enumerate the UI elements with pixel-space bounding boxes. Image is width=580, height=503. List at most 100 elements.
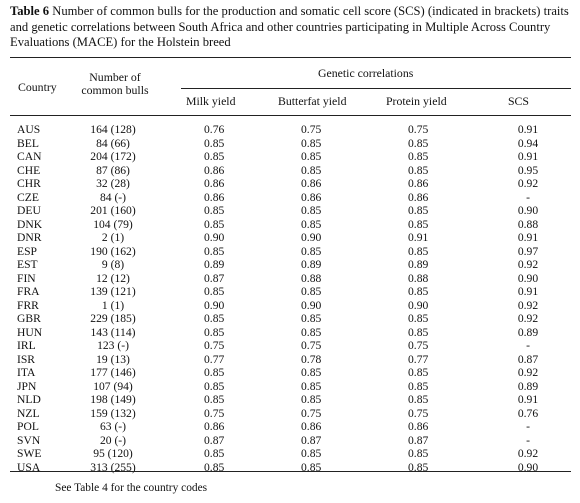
cell-butterfat-yield: 0.88 [301, 271, 322, 285]
table-caption-text: Number of common bulls for the productio… [10, 4, 569, 49]
table-bottom-rule [10, 471, 571, 472]
cell-protein-yield: 0.77 [408, 352, 429, 366]
cell-butterfat-yield: 0.75 [301, 123, 322, 136]
table-row: BEL 84 (66) 0.85 0.85 0.85 0.94 [0, 137, 580, 151]
cell-milk-yield: 0.85 [204, 366, 225, 379]
cell-country: HUN [17, 325, 43, 339]
cell-butterfat-yield: 0.85 [301, 285, 322, 298]
cell-country: FRR [17, 298, 39, 312]
cell-scs: 0.76 [517, 406, 539, 420]
cell-milk-yield: 0.85 [204, 325, 225, 339]
cell-milk-yield: 0.86 [204, 190, 225, 204]
table-row: AUS 164 (128) 0.76 0.75 0.75 0.91 [0, 123, 580, 137]
cell-milk-yield: 0.85 [204, 244, 225, 258]
table-row: CHR 32 (28) 0.86 0.86 0.86 0.92 [0, 177, 580, 191]
table-row: ESP 190 (162) 0.85 0.85 0.85 0.97 [0, 245, 580, 259]
cell-scs: 0.90 [517, 204, 539, 217]
cell-protein-yield: 0.90 [408, 298, 429, 312]
cell-common-bulls: 95 (120) [93, 447, 133, 460]
table-row: DNR 2 (1) 0.90 0.90 0.91 0.91 [0, 231, 580, 245]
cell-common-bulls: 159 (132) [90, 406, 136, 420]
cell-scs: - [526, 190, 530, 204]
cell-common-bulls: 164 (128) [90, 123, 136, 136]
cell-country: DNK [17, 217, 43, 231]
cell-scs: - [526, 339, 530, 352]
cell-scs: 0.94 [517, 136, 539, 150]
cell-country: FIN [17, 271, 36, 285]
cell-common-bulls: 19 (13) [96, 352, 130, 366]
cell-protein-yield: 0.75 [408, 123, 429, 136]
cell-protein-yield: 0.91 [408, 231, 429, 244]
cell-country: DNR [17, 231, 42, 244]
cell-country: CAN [17, 150, 42, 163]
cell-scs: 0.87 [517, 352, 539, 366]
table-row: FRR 1 (1) 0.90 0.90 0.90 0.92 [0, 299, 580, 313]
table-row: SVN 20 (-) 0.87 0.87 0.87 - [0, 434, 580, 448]
table-row: CZE 84 (-) 0.86 0.86 0.86 - [0, 191, 580, 205]
cell-country: AUS [17, 123, 41, 136]
cell-country: NLD [17, 393, 41, 406]
header-country: Country [18, 80, 57, 94]
cell-protein-yield: 0.86 [408, 190, 429, 204]
cell-country: DEU [17, 204, 41, 217]
table-footnote: See Table 4 for the country codes [55, 482, 208, 494]
cell-protein-yield: 0.85 [408, 447, 429, 460]
table-row: USA 313 (255) 0.85 0.85 0.85 0.90 [0, 461, 580, 475]
cell-common-bulls: 63 (-) [99, 420, 127, 433]
cell-scs: 0.91 [517, 393, 539, 406]
cell-protein-yield: 0.85 [408, 325, 429, 339]
cell-butterfat-yield: 0.85 [301, 460, 322, 474]
cell-common-bulls: 84 (-) [99, 190, 127, 204]
table-row: JPN 107 (94) 0.85 0.85 0.85 0.89 [0, 380, 580, 394]
cell-country: GBR [17, 312, 41, 325]
cell-scs: 0.95 [517, 163, 539, 177]
cell-common-bulls: 123 (-) [97, 339, 129, 352]
cell-common-bulls: 204 (172) [90, 150, 136, 163]
table-row: SWE 95 (120) 0.85 0.85 0.85 0.92 [0, 447, 580, 461]
cell-common-bulls: 9 (8) [101, 258, 125, 271]
cell-common-bulls: 107 (94) [93, 379, 133, 393]
cell-butterfat-yield: 0.85 [301, 204, 322, 217]
header-milk-yield: Milk yield [186, 94, 236, 108]
cell-butterfat-yield: 0.85 [301, 244, 322, 258]
cell-protein-yield: 0.85 [408, 163, 429, 177]
cell-scs: 0.89 [517, 325, 539, 339]
cell-scs: 0.88 [517, 217, 539, 231]
table-row: HUN 143 (114) 0.85 0.85 0.85 0.89 [0, 326, 580, 340]
cell-scs: 0.89 [517, 379, 539, 393]
header-scs: SCS [508, 94, 529, 108]
cell-milk-yield: 0.86 [204, 163, 225, 177]
cell-butterfat-yield: 0.85 [301, 379, 322, 393]
cell-scs: 0.92 [517, 312, 539, 325]
cell-scs: 0.92 [517, 298, 539, 312]
cell-country: USA [17, 460, 41, 474]
cell-butterfat-yield: 0.85 [301, 325, 322, 339]
cell-common-bulls: 12 (12) [96, 271, 130, 285]
cell-milk-yield: 0.85 [204, 312, 225, 325]
table-row: FIN 12 (12) 0.87 0.88 0.88 0.90 [0, 272, 580, 286]
cell-protein-yield: 0.85 [408, 217, 429, 231]
cell-butterfat-yield: 0.87 [301, 433, 322, 447]
cell-protein-yield: 0.87 [408, 433, 429, 447]
cell-protein-yield: 0.85 [408, 285, 429, 298]
table-caption: Table 6 Number of common bulls for the p… [10, 4, 574, 51]
genetic-correlations-rule [181, 88, 571, 89]
cell-country: FRA [17, 285, 40, 298]
cell-protein-yield: 0.88 [408, 271, 429, 285]
cell-milk-yield: 0.85 [204, 217, 225, 231]
cell-protein-yield: 0.85 [408, 379, 429, 393]
cell-milk-yield: 0.85 [204, 393, 225, 406]
table-caption-label: Table 6 [10, 4, 50, 18]
cell-milk-yield: 0.86 [204, 420, 225, 433]
cell-scs: 0.92 [517, 177, 539, 190]
cell-scs: 0.91 [517, 123, 539, 136]
cell-country: SWE [17, 447, 42, 460]
cell-country: IRL [17, 339, 36, 352]
cell-country: CZE [17, 190, 39, 204]
cell-common-bulls: 201 (160) [90, 204, 136, 217]
cell-milk-yield: 0.77 [204, 352, 225, 366]
cell-protein-yield: 0.85 [408, 460, 429, 474]
cell-butterfat-yield: 0.90 [301, 298, 322, 312]
cell-common-bulls: 177 (146) [90, 366, 136, 379]
cell-country: CHR [17, 177, 41, 190]
